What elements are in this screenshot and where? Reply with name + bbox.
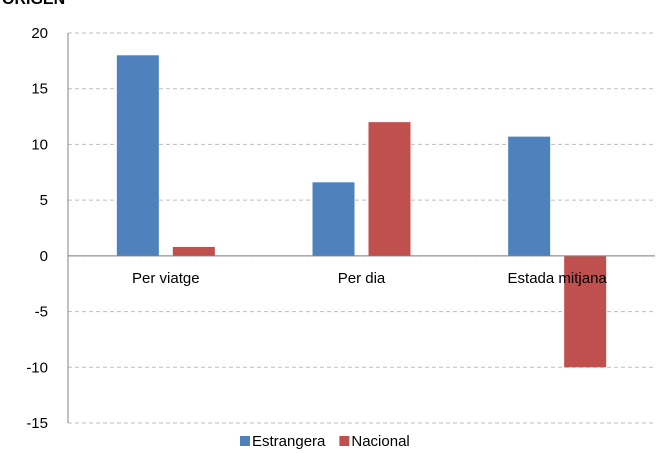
bar [564,255,607,368]
y-tick-label: -5 [35,304,48,321]
y-tick-label: 5 [40,192,48,209]
legend-label: Nacional [351,433,409,450]
legend-label: Estrangera [252,433,326,450]
y-tick-label: 10 [31,136,48,153]
x-tick-label: Estada mitjana [508,270,608,287]
y-tick-label: 20 [31,25,48,42]
bar [508,136,551,256]
bar [368,122,411,256]
bar [116,55,159,256]
x-tick-label: Per viatge [132,270,200,287]
y-tick-label: 15 [31,81,48,98]
bar [312,182,355,256]
chart-title: ORIGEN [2,0,65,8]
legend-swatch [339,436,350,446]
y-tick-label: -15 [26,415,48,432]
bar [172,246,215,256]
y-tick-label: 0 [40,248,48,265]
legend-swatch [240,436,250,446]
y-tick-label: -10 [26,359,48,376]
x-tick-label: Per dia [338,270,386,287]
